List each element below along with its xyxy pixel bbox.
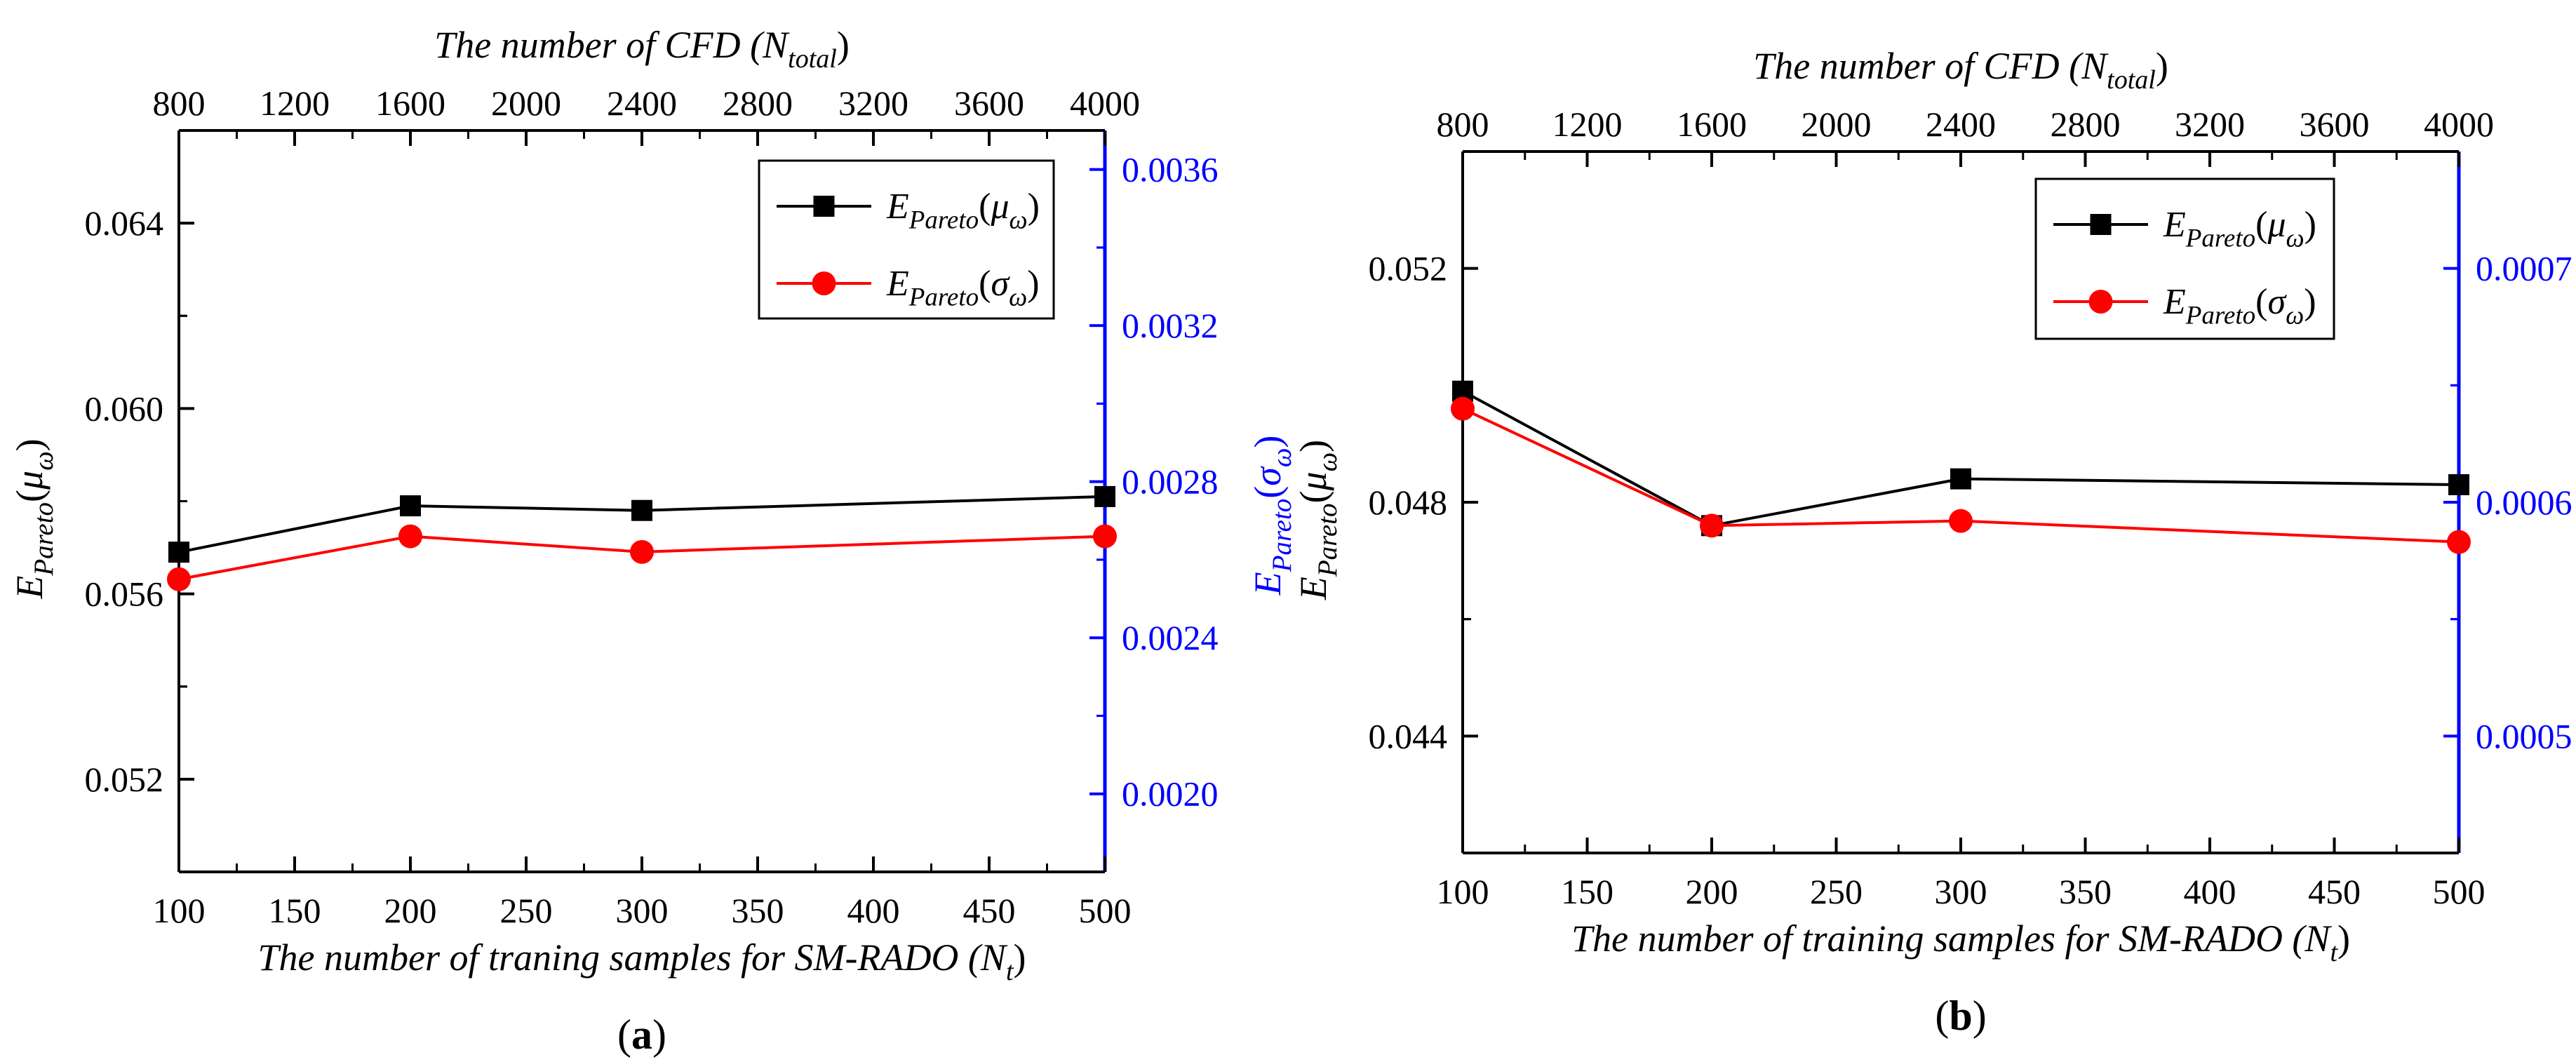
series-line-sigma: [178, 535, 1106, 581]
data-point-mu: [1094, 485, 1115, 507]
top-tick-label: 1600: [1677, 105, 1747, 144]
y-left-tick-label: 0.064: [85, 203, 164, 243]
top-tick-label: 800: [153, 83, 206, 123]
top-tick-label: 2000: [491, 83, 561, 123]
top-tick-label: 4000: [1070, 83, 1140, 123]
x-tick-label: 450: [963, 891, 1016, 930]
x-tick-label: 100: [153, 891, 206, 930]
x-tick-label: 100: [1437, 872, 1489, 911]
x-tick-label: 350: [2059, 872, 2112, 911]
top-axis-title: The number of CFD (Ntotal): [434, 24, 850, 74]
top-tick-label: 3600: [2300, 105, 2370, 144]
legend-label: EPareto(σω): [2163, 282, 2316, 330]
y-left-tick-label: 0.052: [85, 760, 164, 799]
y-right-tick-label: 0.0028: [1122, 462, 1219, 502]
legend-label: EPareto(σω): [886, 264, 1040, 312]
x-tick-label: 250: [1810, 872, 1863, 911]
legend-marker-square: [813, 196, 835, 217]
y-right-title: EPareto(σω): [1247, 436, 1297, 596]
chart-panel-a: 100 150 200 250 300 350 400 450 500 800 1200 1600 20…: [8, 24, 1297, 1058]
y-right-tick-label: 0.0032: [1122, 306, 1219, 345]
data-point-mu: [1950, 468, 1971, 490]
y-left-title: EPareto(μω): [1292, 440, 1343, 600]
data-point-sigma: [1700, 513, 1724, 538]
legend-label: EPareto(μω): [886, 187, 1040, 235]
x-tick-label: 150: [269, 891, 321, 930]
x-tick-label: 450: [2308, 872, 2361, 911]
y-right-tick-label: 0.0005: [2476, 716, 2572, 755]
top-tick-label: 3200: [838, 83, 908, 123]
top-tick-label: 1600: [375, 83, 445, 123]
legend-label: EPareto(μω): [2163, 205, 2316, 253]
data-point-sigma: [2447, 530, 2471, 554]
x-axis-title: The number of traning samples for SM-RAD…: [257, 936, 1026, 986]
chart-panel-b: 100 150 200 250 300 350 400 450 500 800 1200 1600 20…: [1292, 45, 2572, 1039]
x-tick-label: 300: [1935, 872, 1987, 911]
legend-marker-square: [2090, 214, 2112, 235]
data-point-sigma: [1451, 396, 1475, 421]
legend-marker-circle: [2088, 290, 2113, 314]
legend-box: [2034, 177, 2335, 340]
data-point-sigma: [398, 524, 422, 549]
legend-box: [758, 159, 1055, 320]
data-point-sigma: [167, 567, 191, 591]
y-left-tick-label: 0.044: [1369, 716, 1448, 755]
y-right-tick-label: 0.0006: [2476, 483, 2572, 522]
top-tick-label: 1200: [1552, 105, 1623, 144]
x-axis-title: The number of training samples for SM-RA…: [1571, 918, 2350, 967]
data-point-mu: [631, 499, 652, 521]
top-tick-label: 2400: [1926, 105, 1996, 144]
top-tick-label: 2400: [607, 83, 677, 123]
y-right-tick-label: 0.0036: [1122, 150, 1219, 189]
y-left-title: EPareto(μω): [8, 438, 59, 599]
y-right-tick-label: 0.0020: [1122, 774, 1219, 814]
y-left-tick-label: 0.056: [85, 574, 164, 614]
panel-label: (a): [617, 1011, 666, 1058]
top-tick-label: 2800: [723, 83, 793, 123]
x-tick-label: 200: [1686, 872, 1738, 911]
top-tick-label: 4000: [2424, 105, 2494, 144]
x-tick-label: 300: [616, 891, 669, 930]
y-left-tick-label: 0.052: [1369, 249, 1448, 288]
x-tick-label: 500: [2433, 872, 2486, 911]
series-line-sigma: [1462, 407, 2460, 544]
y-right-tick-label: 0.0007: [2476, 249, 2572, 288]
x-tick-label: 200: [384, 891, 437, 930]
x-tick-label: 250: [500, 891, 553, 930]
x-tick-label: 400: [847, 891, 900, 930]
data-point-mu: [400, 495, 421, 517]
x-tick-label: 350: [732, 891, 784, 930]
data-point-mu: [168, 542, 189, 563]
top-tick-label: 3600: [954, 83, 1024, 123]
x-tick-label: 150: [1561, 872, 1614, 911]
top-tick-label: 1200: [260, 83, 330, 123]
legend-marker-circle: [812, 271, 836, 295]
top-axis-title: The number of CFD (Ntotal): [1753, 45, 2168, 95]
series-line-mu: [178, 495, 1106, 554]
data-point-mu: [2448, 474, 2469, 495]
x-tick-label: 400: [2184, 872, 2236, 911]
legend: EPareto(μω) EPareto(σω): [758, 159, 1055, 320]
data-point-sigma: [630, 539, 654, 564]
x-tick-label: 500: [1079, 891, 1132, 930]
top-tick-label: 800: [1437, 105, 1489, 144]
data-point-sigma: [1949, 509, 1973, 533]
y-left-tick-label: 0.060: [85, 389, 164, 428]
data-point-sigma: [1093, 524, 1117, 549]
top-tick-label: 3200: [2175, 105, 2245, 144]
legend: EPareto(μω) EPareto(σω): [2034, 177, 2335, 340]
y-right-tick-label: 0.0024: [1122, 618, 1219, 657]
top-tick-label: 2000: [1802, 105, 1872, 144]
y-left-tick-label: 0.048: [1369, 483, 1448, 522]
top-tick-label: 2800: [2051, 105, 2121, 144]
panel-label: (b): [1935, 993, 1986, 1039]
series-line-mu: [1462, 389, 2460, 527]
